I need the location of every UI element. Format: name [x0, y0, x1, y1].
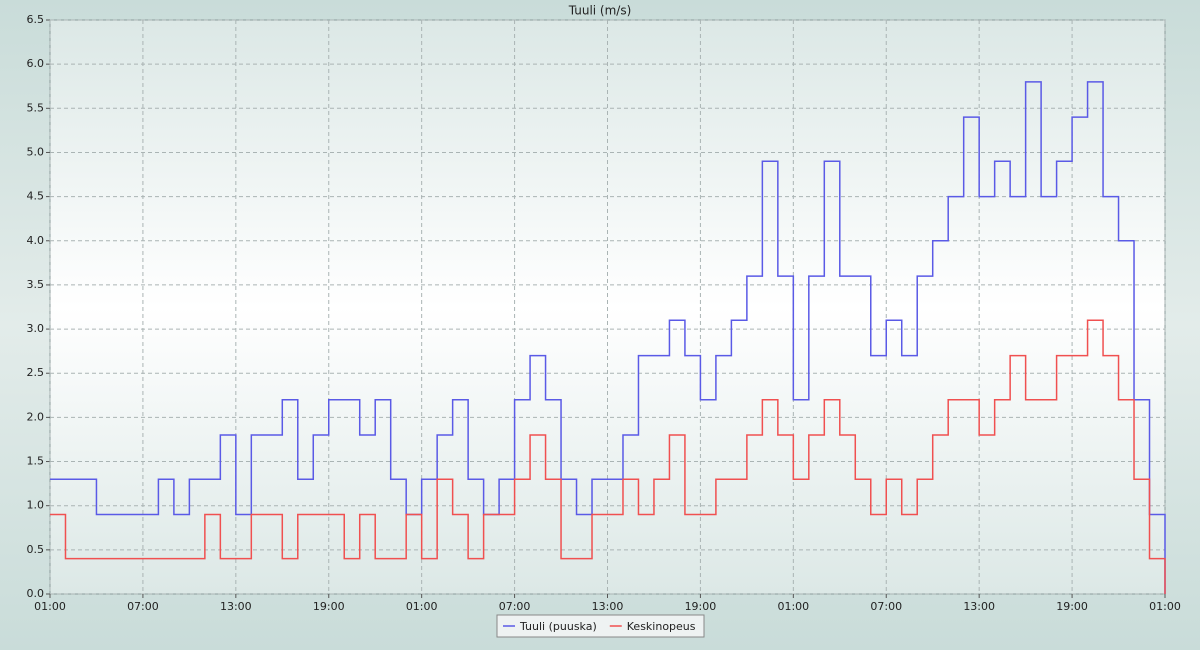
y-tick-label: 6.0	[27, 57, 45, 70]
series-line	[50, 81, 1166, 594]
legend-box	[496, 614, 705, 638]
chart-title: Tuuli (m/s)	[568, 4, 632, 18]
x-tick-label: 01:00	[406, 600, 438, 613]
x-tick-label: 07:00	[127, 600, 159, 613]
x-tick-label: 01:00	[1149, 600, 1181, 613]
x-tick-label: 07:00	[870, 600, 902, 613]
y-tick-label: 0.0	[27, 587, 45, 600]
x-tick-label: 01:00	[34, 600, 66, 613]
x-tick-label: 07:00	[499, 600, 531, 613]
y-tick-label: 5.5	[27, 101, 45, 114]
y-tick-label: 3.5	[27, 278, 45, 291]
legend-label: Tuuli (puuska)	[519, 620, 597, 633]
y-tick-label: 5.0	[27, 145, 45, 158]
x-tick-label: 19:00	[685, 600, 717, 613]
y-tick-label: 4.5	[27, 190, 45, 203]
x-tick-label: 13:00	[963, 600, 995, 613]
x-tick-label: 13:00	[220, 600, 252, 613]
y-tick-label: 2.0	[27, 410, 45, 423]
y-tick-label: 6.5	[27, 13, 45, 26]
legend-label: Keskinopeus	[627, 620, 696, 633]
y-tick-label: 3.0	[27, 322, 45, 335]
y-tick-label: 1.0	[27, 499, 45, 512]
series-line	[50, 319, 1166, 594]
x-tick-label: 01:00	[777, 600, 809, 613]
x-tick-label: 19:00	[1056, 600, 1088, 613]
y-tick-label: 1.5	[27, 455, 45, 468]
y-tick-label: 2.5	[27, 366, 45, 379]
legend: Tuuli (puuska) Keskinopeus	[496, 614, 705, 638]
y-tick-label: 0.5	[27, 543, 45, 556]
x-tick-label: 13:00	[592, 600, 624, 613]
y-tick-label: 4.0	[27, 234, 45, 247]
x-tick-label: 19:00	[313, 600, 345, 613]
